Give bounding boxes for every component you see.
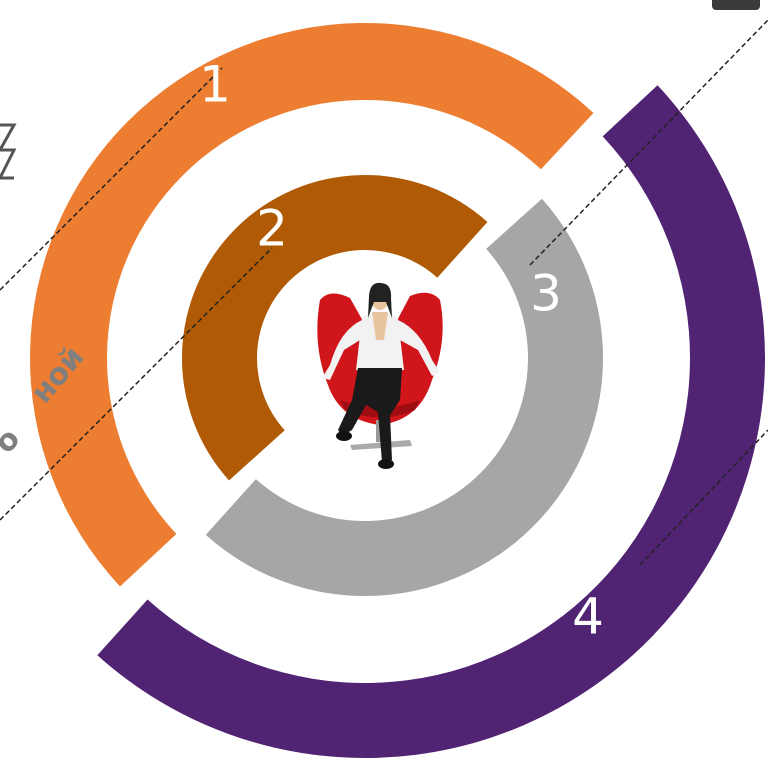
ring-arc bbox=[205, 198, 604, 597]
dashed-line bbox=[0, 247, 273, 521]
dashed-line bbox=[639, 429, 768, 566]
cut-glyph bbox=[0, 123, 17, 180]
ring-label: 4 bbox=[572, 588, 604, 646]
ring-label: 3 bbox=[530, 265, 562, 323]
rings bbox=[30, 23, 766, 759]
dashed-line bbox=[0, 67, 223, 291]
ring-arc bbox=[97, 85, 766, 759]
ring-arc bbox=[182, 175, 488, 481]
ring-label: 2 bbox=[256, 200, 288, 258]
ring-label: 1 bbox=[199, 56, 231, 114]
person-in-chair bbox=[317, 282, 443, 469]
corner-tab bbox=[712, 0, 760, 10]
dashed-line bbox=[529, 19, 768, 266]
side-text: о bbox=[0, 422, 27, 460]
ring-arc bbox=[30, 23, 594, 587]
